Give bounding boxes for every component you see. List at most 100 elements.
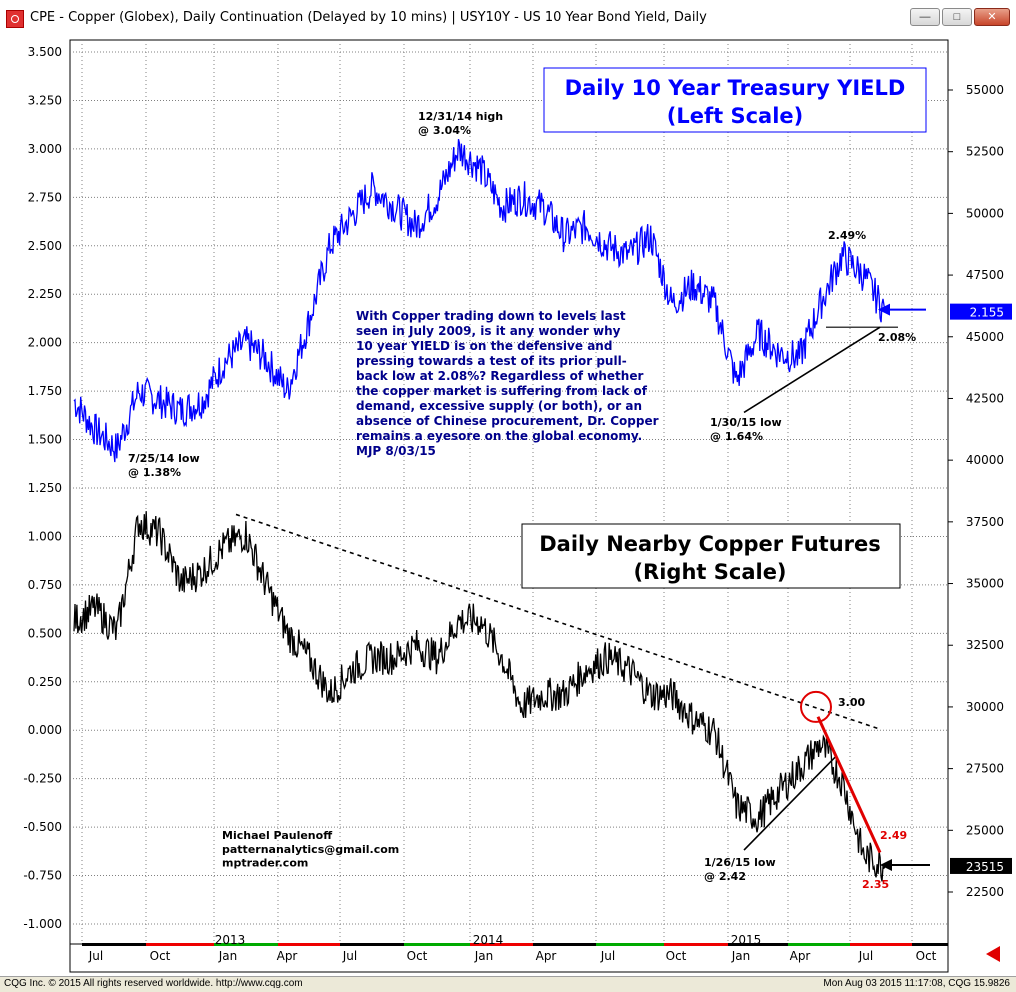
annotation-copper-235: 2.35 bbox=[862, 878, 889, 891]
x-month-label: Oct bbox=[150, 949, 171, 963]
x-axis-color-strip bbox=[82, 943, 146, 946]
right-tick-label: 35000 bbox=[966, 577, 1004, 591]
x-axis-color-strip bbox=[278, 943, 340, 946]
status-bar: CQG Inc. © 2015 All rights reserved worl… bbox=[0, 976, 1016, 992]
x-axis-color-strip bbox=[850, 943, 912, 946]
left-tick-label: -0.250 bbox=[23, 772, 62, 786]
copper-box-line1: Daily Nearby Copper Futures bbox=[539, 532, 881, 556]
x-month-label: Oct bbox=[666, 949, 687, 963]
x-axis-color-strip bbox=[214, 943, 278, 946]
x-axis-color-strip bbox=[912, 943, 948, 946]
left-tick-label: 2.750 bbox=[28, 190, 62, 204]
x-axis-band bbox=[69, 943, 949, 973]
author-credit: Michael Paulenoff patternanalytics@gmail.… bbox=[222, 829, 399, 870]
status-timestamp: Mon Aug 03 2015 11:17:08, CQG 15.9826 bbox=[823, 978, 1010, 989]
x-axis-color-strip bbox=[404, 943, 470, 946]
x-month-label: Jul bbox=[600, 949, 615, 963]
annotation-yield-recent-high: 2.49% bbox=[828, 229, 866, 242]
annotation-copper-249: 2.49 bbox=[880, 829, 907, 842]
copper-box-border bbox=[521, 523, 901, 589]
copper-red-trendline bbox=[816, 716, 882, 854]
left-tick-label: 1.750 bbox=[28, 384, 62, 398]
left-tick-label: 2.500 bbox=[28, 239, 62, 253]
right-tick-label: 22500 bbox=[966, 885, 1004, 899]
copper-top-circle bbox=[800, 690, 832, 723]
annotation-yield-low-2014: 7/25/14 low @ 1.38% bbox=[128, 452, 200, 479]
left-tick-label: 3.250 bbox=[28, 93, 62, 107]
status-copyright: CQG Inc. © 2015 All rights reserved worl… bbox=[4, 978, 303, 989]
left-tick-label: 2.000 bbox=[28, 336, 62, 350]
left-tick-label: 3.000 bbox=[28, 142, 62, 156]
x-month-label: Oct bbox=[916, 949, 937, 963]
left-tick-label: 0.750 bbox=[28, 578, 62, 592]
annotation-copper-low: 1/26/15 low @ 2.42 bbox=[704, 856, 776, 883]
right-tick-label: 47500 bbox=[966, 268, 1004, 282]
x-year-label: 2014 bbox=[473, 933, 504, 947]
copper-title-box: Daily Nearby Copper Futures (Right Scale) bbox=[521, 523, 901, 589]
yield-arrow-head bbox=[878, 303, 890, 316]
right-tick-label: 37500 bbox=[966, 515, 1004, 529]
right-tick-label: 25000 bbox=[966, 823, 1004, 837]
right-tick-label: 42500 bbox=[966, 391, 1004, 405]
maximize-icon[interactable]: □ bbox=[942, 8, 972, 26]
plot-frame-rect bbox=[69, 39, 949, 945]
left-tick-label: 1.500 bbox=[28, 433, 62, 447]
x-axis-color-strip bbox=[146, 943, 214, 946]
copper-last-value-bg bbox=[950, 857, 1012, 874]
copper-last-value-label: 23515 bbox=[966, 860, 1004, 874]
x-month-label: Apr bbox=[536, 949, 557, 963]
x-axis-color-strip bbox=[788, 943, 850, 946]
scroll-left-arrow-icon bbox=[986, 946, 1000, 962]
x-month-label: Jan bbox=[731, 949, 751, 963]
copper-series-line bbox=[73, 511, 886, 882]
left-tick-label: 0.500 bbox=[28, 626, 62, 640]
x-year-label: 2013 bbox=[215, 933, 246, 947]
close-icon[interactable]: ✕ bbox=[974, 8, 1010, 26]
annotation-copper-300: 3.00 bbox=[838, 696, 865, 709]
right-tick-label: 50000 bbox=[966, 206, 1004, 220]
right-tick-label: 52500 bbox=[966, 145, 1004, 159]
chart-area[interactable]: 3.500 3.250 3.000 2.750 2.500 2.250 2.000 1.750… bbox=[0, 36, 1016, 976]
left-tick-label: -1.000 bbox=[23, 917, 62, 931]
yield-title-box: Daily 10 Year Treasury YIELD (Left Scale) bbox=[543, 67, 927, 133]
x-month-label: Jul bbox=[88, 949, 103, 963]
left-tick-label: -0.750 bbox=[23, 869, 62, 883]
yield-box-border bbox=[543, 67, 927, 133]
left-tick-label: 1.250 bbox=[28, 481, 62, 495]
annotation-yield-support: 2.08% bbox=[878, 331, 916, 344]
yield-uptrend-line bbox=[743, 326, 881, 414]
x-axis-color-strip bbox=[340, 943, 404, 946]
left-tick-label: 3.500 bbox=[28, 45, 62, 59]
app-icon bbox=[6, 10, 24, 28]
right-tick-label: 55000 bbox=[966, 83, 1004, 97]
left-tick-label: 0.250 bbox=[28, 675, 62, 689]
x-month-label: Jul bbox=[342, 949, 357, 963]
right-tick-label: 32500 bbox=[966, 638, 1004, 652]
x-month-label: Apr bbox=[790, 949, 811, 963]
right-tick-label: 45000 bbox=[966, 330, 1004, 344]
minimize-icon[interactable]: — bbox=[910, 8, 940, 26]
annotation-yield-low-2015: 1/30/15 low @ 1.64% bbox=[710, 416, 782, 443]
yield-last-value-bg bbox=[950, 303, 1012, 320]
yield-box-line1: Daily 10 Year Treasury YIELD bbox=[565, 76, 906, 100]
yield-series-line bbox=[73, 138, 886, 463]
x-year-label: 2015 bbox=[731, 933, 762, 947]
x-month-label: Apr bbox=[277, 949, 298, 963]
right-tick-label: 40000 bbox=[966, 453, 1004, 467]
chart-svg[interactable]: 3.500 3.250 3.000 2.750 2.500 2.250 2.000 1.750… bbox=[0, 36, 1016, 976]
x-month-label: Oct bbox=[407, 949, 428, 963]
left-tick-label: 1.000 bbox=[28, 529, 62, 543]
copper-arrow-head bbox=[880, 858, 892, 871]
annotation-yield-high: 12/31/14 high @ 3.04% bbox=[418, 110, 503, 137]
left-tick-label: 2.250 bbox=[28, 287, 62, 301]
window-titlebar: CPE - Copper (Globex), Daily Continuatio… bbox=[0, 0, 1016, 37]
x-axis-color-strip bbox=[664, 943, 728, 946]
x-month-label: Jul bbox=[858, 949, 873, 963]
copper-support-line bbox=[743, 755, 837, 851]
left-tick-label: -0.500 bbox=[23, 820, 62, 834]
x-month-label: Jan bbox=[218, 949, 238, 963]
x-axis-color-strip bbox=[533, 943, 596, 946]
right-tick-label: 27500 bbox=[966, 762, 1004, 776]
copper-downtrend-line bbox=[235, 513, 881, 730]
yield-box-line2: (Left Scale) bbox=[667, 104, 804, 128]
